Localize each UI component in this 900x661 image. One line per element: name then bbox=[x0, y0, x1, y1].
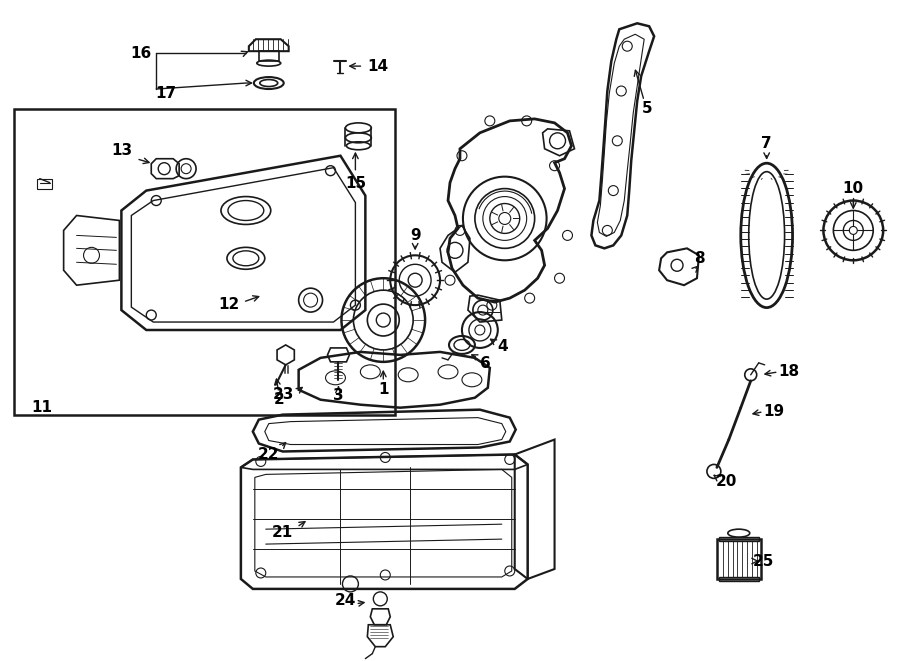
Text: 23: 23 bbox=[273, 387, 294, 403]
Text: 21: 21 bbox=[272, 525, 293, 539]
Text: 9: 9 bbox=[410, 228, 420, 243]
Text: 12: 12 bbox=[219, 297, 239, 311]
Text: 22: 22 bbox=[258, 447, 280, 462]
Text: 25: 25 bbox=[753, 553, 774, 568]
Text: 19: 19 bbox=[763, 404, 784, 419]
Text: 3: 3 bbox=[333, 388, 344, 403]
Text: 6: 6 bbox=[481, 356, 491, 371]
Text: 2: 2 bbox=[274, 392, 284, 407]
Text: 10: 10 bbox=[842, 181, 864, 196]
Text: 13: 13 bbox=[111, 143, 132, 158]
Text: 5: 5 bbox=[642, 101, 652, 116]
Text: 17: 17 bbox=[156, 85, 176, 100]
Text: 14: 14 bbox=[368, 59, 389, 73]
Text: 4: 4 bbox=[498, 340, 508, 354]
Text: 7: 7 bbox=[761, 136, 772, 151]
Text: 20: 20 bbox=[716, 474, 737, 489]
Text: 16: 16 bbox=[130, 46, 152, 61]
Text: 1: 1 bbox=[378, 382, 389, 397]
Text: 8: 8 bbox=[694, 251, 705, 266]
Text: 15: 15 bbox=[345, 176, 366, 191]
Text: 18: 18 bbox=[778, 364, 799, 379]
Text: 24: 24 bbox=[335, 594, 356, 608]
Text: 11: 11 bbox=[32, 400, 52, 415]
